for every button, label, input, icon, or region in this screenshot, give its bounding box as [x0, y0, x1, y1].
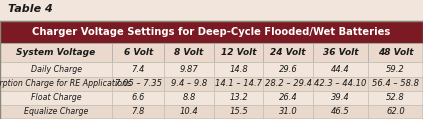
Text: 13.2: 13.2: [229, 93, 248, 102]
Text: Table 4: Table 4: [8, 4, 53, 14]
Text: 39.4: 39.4: [331, 93, 350, 102]
Bar: [368, 43, 423, 62]
Bar: [0, 21, 423, 43]
Text: System Voltage: System Voltage: [16, 48, 96, 57]
Text: 31.0: 31.0: [279, 107, 297, 116]
Text: 48 Volt: 48 Volt: [378, 48, 413, 57]
Bar: [164, 62, 214, 77]
Text: 44.4: 44.4: [331, 65, 350, 74]
Text: 14.1 – 14.7: 14.1 – 14.7: [215, 79, 262, 88]
Bar: [0, 77, 112, 91]
Bar: [164, 77, 214, 91]
Text: 28.2 – 29.4: 28.2 – 29.4: [265, 79, 312, 88]
Text: Float Charge: Float Charge: [31, 93, 81, 102]
Bar: [264, 43, 313, 62]
Text: 29.6: 29.6: [279, 65, 297, 74]
Bar: [313, 77, 368, 91]
Text: 7.8: 7.8: [132, 107, 145, 116]
Bar: [313, 62, 368, 77]
Bar: [264, 91, 313, 105]
Text: 59.2: 59.2: [386, 65, 405, 74]
Bar: [214, 43, 264, 62]
Text: Absorption Charge for RE Applications: Absorption Charge for RE Applications: [0, 79, 132, 88]
Bar: [112, 77, 164, 91]
Text: Equalize Charge: Equalize Charge: [24, 107, 88, 116]
Bar: [112, 105, 164, 119]
Bar: [214, 77, 264, 91]
Bar: [368, 62, 423, 77]
Text: 6.6: 6.6: [132, 93, 145, 102]
Text: 46.5: 46.5: [331, 107, 350, 116]
Text: 7.4: 7.4: [132, 65, 145, 74]
Text: 62.0: 62.0: [386, 107, 405, 116]
Bar: [0, 91, 112, 105]
Text: 7.05 – 7.35: 7.05 – 7.35: [115, 79, 162, 88]
Text: 6 Volt: 6 Volt: [124, 48, 153, 57]
Bar: [112, 62, 164, 77]
Text: 9.87: 9.87: [180, 65, 198, 74]
Text: 24 Volt: 24 Volt: [270, 48, 306, 57]
Bar: [368, 91, 423, 105]
Text: Charger Voltage Settings for Deep-Cycle Flooded/Wet Batteries: Charger Voltage Settings for Deep-Cycle …: [33, 27, 390, 37]
Bar: [112, 91, 164, 105]
Text: Daily Charge: Daily Charge: [30, 65, 82, 74]
Bar: [264, 62, 313, 77]
Bar: [164, 105, 214, 119]
Text: 12 Volt: 12 Volt: [221, 48, 256, 57]
Bar: [313, 43, 368, 62]
Bar: [264, 77, 313, 91]
Text: 52.8: 52.8: [386, 93, 405, 102]
Bar: [0, 43, 112, 62]
Bar: [164, 43, 214, 62]
Text: 36 Volt: 36 Volt: [323, 48, 358, 57]
Bar: [0, 105, 112, 119]
Text: 14.8: 14.8: [229, 65, 248, 74]
Bar: [214, 105, 264, 119]
Text: 15.5: 15.5: [229, 107, 248, 116]
Bar: [214, 62, 264, 77]
Bar: [313, 105, 368, 119]
Bar: [368, 105, 423, 119]
Bar: [264, 105, 313, 119]
Text: 8.8: 8.8: [182, 93, 196, 102]
Bar: [112, 43, 164, 62]
Bar: [313, 91, 368, 105]
Text: 10.4: 10.4: [180, 107, 198, 116]
Text: 56.4 – 58.8: 56.4 – 58.8: [372, 79, 419, 88]
Bar: [368, 77, 423, 91]
Text: 8 Volt: 8 Volt: [174, 48, 204, 57]
Text: 26.4: 26.4: [279, 93, 297, 102]
Bar: [0, 21, 423, 119]
Bar: [0, 62, 112, 77]
Bar: [164, 91, 214, 105]
Bar: [214, 91, 264, 105]
Text: 9.4 – 9.8: 9.4 – 9.8: [171, 79, 207, 88]
Text: 42.3 – 44.10: 42.3 – 44.10: [314, 79, 367, 88]
